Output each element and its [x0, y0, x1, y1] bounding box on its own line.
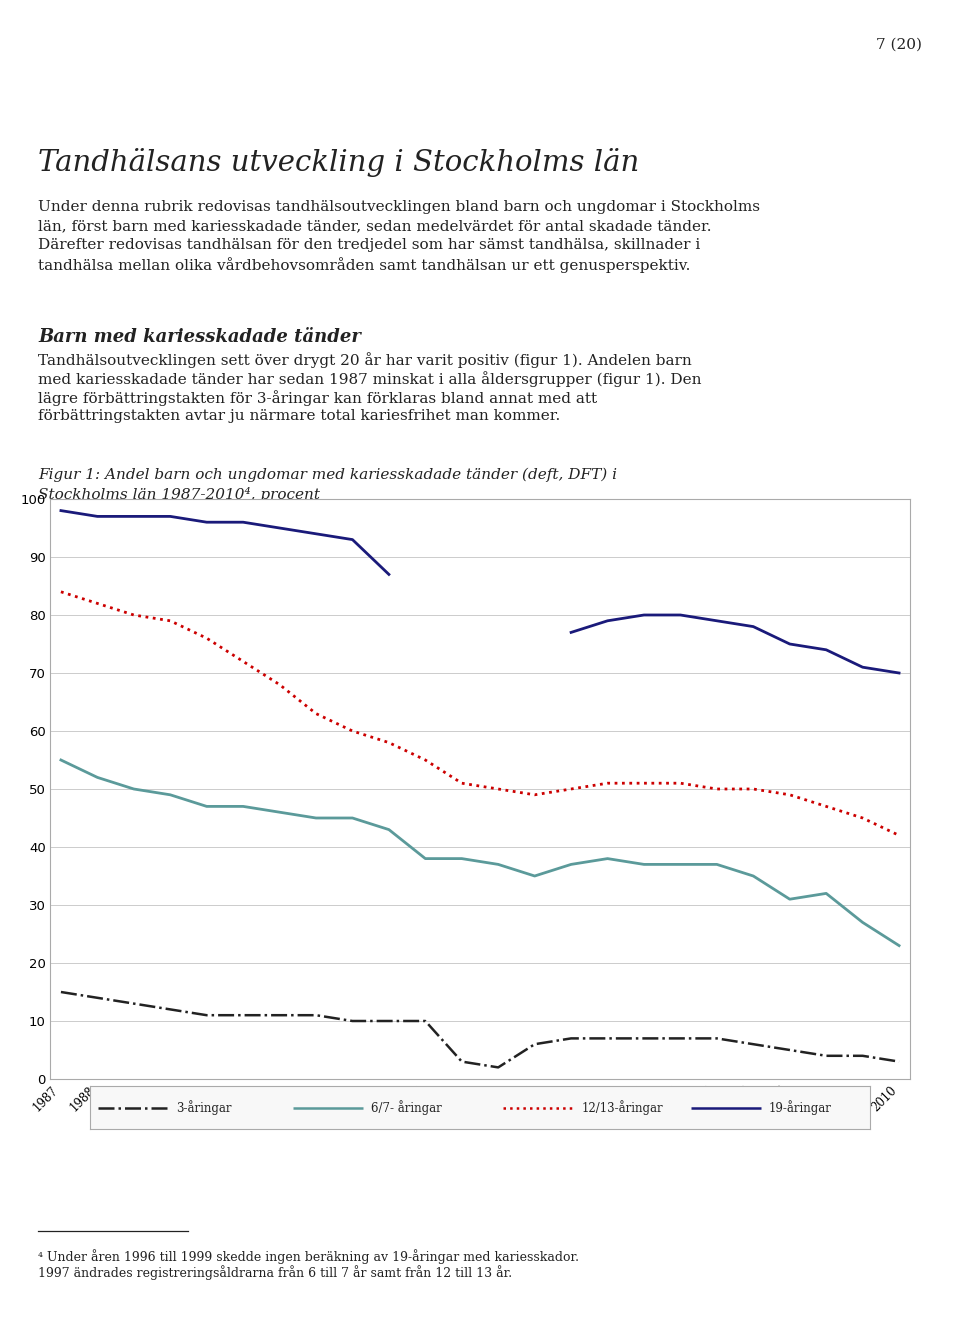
Text: Barn med kariesskadade tänder: Barn med kariesskadade tänder — [38, 328, 361, 346]
Text: 3-åringar: 3-åringar — [176, 1101, 231, 1115]
Text: ⁴ Under åren 1996 till 1999 skedde ingen beräkning av 19-åringar med kariesskado: ⁴ Under åren 1996 till 1999 skedde ingen… — [38, 1249, 579, 1263]
Text: Figur 1: Andel barn och ungdomar med kariesskadade tänder (deft, DFT) i: Figur 1: Andel barn och ungdomar med kar… — [38, 468, 617, 483]
Text: län, först barn med kariesskadade tänder, sedan medelvärdet för antal skadade tä: län, först barn med kariesskadade tänder… — [38, 219, 711, 233]
Text: 7 (20): 7 (20) — [876, 37, 922, 52]
Text: Tandhälsans utveckling i Stockholms län: Tandhälsans utveckling i Stockholms län — [38, 148, 639, 177]
Text: tandhälsa mellan olika vårdbehovsområden samt tandhälsan ur ett genusperspektiv.: tandhälsa mellan olika vårdbehovsområden… — [38, 257, 690, 273]
Text: Därefter redovisas tandhälsan för den tredjedel som har sämst tandhälsa, skillna: Därefter redovisas tandhälsan för den tr… — [38, 237, 700, 252]
Text: förbättringstakten avtar ju närmare total kariesfrihet man kommer.: förbättringstakten avtar ju närmare tota… — [38, 410, 561, 423]
Text: 1997 ändrades registreringsåldrarna från 6 till 7 år samt från 12 till 13 år.: 1997 ändrades registreringsåldrarna från… — [38, 1265, 512, 1279]
Text: Tandhälsoutvecklingen sett över drygt 20 år har varit positiv (figur 1). Andelen: Tandhälsoutvecklingen sett över drygt 20… — [38, 352, 692, 368]
Text: Stockholms län 1987-2010⁴, procent: Stockholms län 1987-2010⁴, procent — [38, 487, 320, 502]
Text: 6/7- åringar: 6/7- åringar — [371, 1101, 442, 1115]
Text: 12/13-åringar: 12/13-åringar — [582, 1101, 663, 1115]
Text: lägre förbättringstakten för 3-åringar kan förklaras bland annat med att: lägre förbättringstakten för 3-åringar k… — [38, 390, 597, 406]
Text: 19-åringar: 19-åringar — [769, 1101, 831, 1115]
Text: Under denna rubrik redovisas tandhälsoutvecklingen bland barn och ungdomar i Sto: Under denna rubrik redovisas tandhälsout… — [38, 200, 760, 213]
Text: med kariesskadade tänder har sedan 1987 minskat i alla åldersgrupper (figur 1). : med kariesskadade tänder har sedan 1987 … — [38, 371, 702, 387]
